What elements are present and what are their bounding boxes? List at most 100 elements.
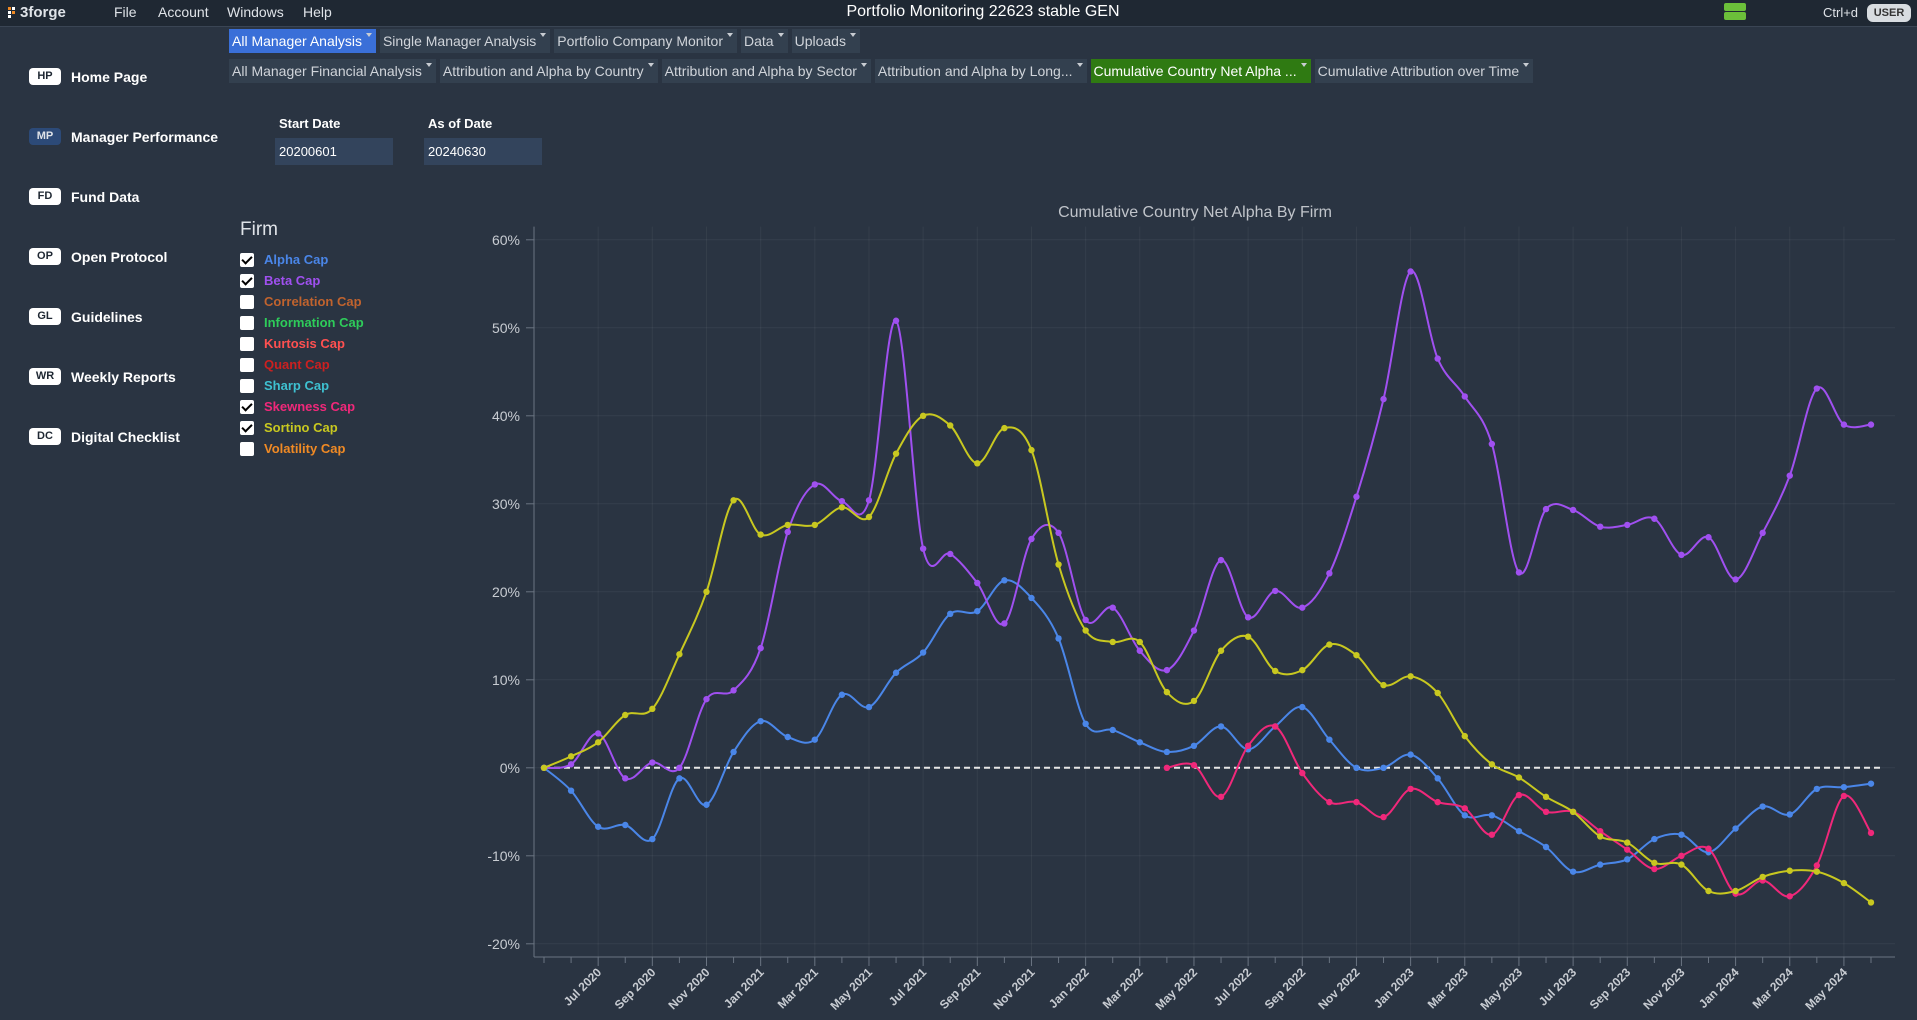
legend-item[interactable]: Correlation Cap	[240, 294, 362, 309]
shortcut: Ctrl+d	[1823, 5, 1859, 20]
nav-item[interactable]: OP Open Protocol	[29, 248, 167, 265]
tab[interactable]: Cumulative Country Net Alpha ...	[1090, 59, 1311, 83]
user-button[interactable]: USER	[1867, 4, 1911, 22]
tab[interactable]: Data	[741, 29, 788, 53]
nav-item[interactable]: DC Digital Checklist	[29, 428, 180, 445]
nav-badge: MP	[29, 128, 61, 145]
nav-item[interactable]: GL Guidelines	[29, 308, 143, 325]
tab[interactable]: Attribution and Alpha by Country	[439, 59, 658, 83]
data-point	[1786, 472, 1793, 479]
checkbox[interactable]	[240, 336, 254, 351]
data-point	[649, 759, 656, 766]
data-point	[1705, 887, 1712, 895]
data-point	[1461, 812, 1468, 819]
data-point	[1272, 723, 1279, 730]
nav-item[interactable]: WR Weekly Reports	[29, 368, 176, 385]
data-point	[1109, 638, 1116, 646]
menu-item[interactable]: Help	[303, 4, 332, 20]
legend-item[interactable]: Kurtosis Cap	[240, 336, 345, 351]
data-point	[1326, 641, 1333, 648]
data-point	[1624, 839, 1631, 846]
x-tick-label: Sep 2020	[612, 965, 659, 1012]
nav-item[interactable]: MP Manager Performance	[29, 128, 218, 145]
data-point	[1163, 764, 1171, 771]
data-point	[1678, 861, 1685, 868]
nav-item[interactable]: HP Home Page	[29, 68, 147, 85]
data-point	[1461, 732, 1468, 740]
data-point	[1840, 783, 1848, 791]
x-tick-label: Jul 2020	[561, 965, 605, 1009]
data-point	[784, 733, 791, 741]
tab[interactable]: All Manager Financial Analysis	[229, 59, 436, 83]
y-tick-label: -10%	[487, 848, 520, 864]
legend-item[interactable]: Volatility Cap	[240, 441, 345, 456]
data-point	[947, 550, 954, 558]
date-input[interactable]: 20200601	[275, 138, 393, 165]
tab[interactable]: Attribution and Alpha by Sector	[661, 59, 871, 83]
checkbox[interactable]	[240, 315, 254, 330]
nav-badge: DC	[29, 428, 61, 445]
menu-item[interactable]: Windows	[227, 4, 284, 20]
menu-item[interactable]: File	[114, 4, 137, 20]
tab[interactable]: Attribution and Alpha by Long...	[874, 59, 1087, 83]
y-tick-label: 20%	[492, 584, 520, 600]
menu-item[interactable]: Account	[158, 4, 209, 20]
legend-item[interactable]: Alpha Cap	[240, 252, 328, 267]
tab[interactable]: Cumulative Attribution over Time	[1314, 59, 1534, 83]
data-point	[1515, 827, 1523, 835]
logo-icon	[8, 6, 15, 18]
data-point	[1190, 742, 1198, 749]
data-point	[1732, 576, 1739, 583]
legend-item[interactable]: Quant Cap	[240, 357, 330, 372]
data-point	[1867, 780, 1875, 787]
checkbox[interactable]	[240, 252, 254, 267]
x-tick-label: Jan 2022	[1046, 965, 1092, 1011]
y-tick-label: 30%	[492, 496, 520, 512]
tab[interactable]: Portfolio Company Monitor	[554, 29, 738, 53]
x-tick-label: Nov 2023	[1640, 965, 1687, 1012]
data-point	[784, 521, 791, 529]
checkbox[interactable]	[240, 420, 254, 435]
data-point	[1380, 764, 1387, 771]
legend-item[interactable]: Information Cap	[240, 315, 364, 330]
legend-item[interactable]: Beta Cap	[240, 273, 320, 288]
tab[interactable]: Uploads	[791, 29, 860, 53]
data-point	[1678, 852, 1685, 859]
legend-item[interactable]: Sortino Cap	[240, 420, 338, 435]
data-point	[567, 761, 575, 768]
tab[interactable]: Single Manager Analysis	[379, 29, 551, 53]
data-point	[1759, 803, 1766, 810]
data-point	[1434, 775, 1441, 782]
checkbox[interactable]	[240, 273, 254, 288]
x-tick-label: Mar 2024	[1750, 965, 1796, 1011]
date-input[interactable]: 20240630	[424, 138, 542, 165]
data-point	[865, 703, 873, 711]
data-point	[1678, 551, 1685, 559]
nav-label: Fund Data	[71, 188, 140, 205]
data-point	[1190, 761, 1198, 769]
nav-item[interactable]: FD Fund Data	[29, 188, 139, 205]
checkbox[interactable]	[240, 378, 254, 393]
series-line	[543, 270, 1872, 781]
legend-label: Correlation Cap	[264, 294, 362, 309]
nav-label: Digital Checklist	[71, 428, 180, 445]
data-point	[974, 460, 981, 467]
data-point	[811, 521, 819, 529]
data-point	[838, 504, 846, 511]
x-tick-label: Mar 2022	[1100, 965, 1146, 1011]
checkbox[interactable]	[240, 294, 254, 309]
data-point	[1001, 577, 1008, 584]
status-icon[interactable]	[1723, 2, 1747, 24]
tab[interactable]: All Manager Analysis	[229, 29, 376, 53]
legend-item[interactable]: Skewness Cap	[240, 399, 355, 414]
x-tick-label: Nov 2022	[1315, 965, 1362, 1012]
logo: 3forge	[8, 4, 66, 21]
y-tick-label: 60%	[492, 232, 520, 248]
data-point	[1840, 792, 1848, 800]
legend-item[interactable]: Sharp Cap	[240, 378, 329, 393]
checkbox[interactable]	[240, 357, 254, 372]
checkbox[interactable]	[240, 399, 254, 414]
nav-label: Manager Performance	[71, 128, 219, 145]
data-point	[1705, 534, 1712, 541]
checkbox[interactable]	[240, 441, 254, 456]
